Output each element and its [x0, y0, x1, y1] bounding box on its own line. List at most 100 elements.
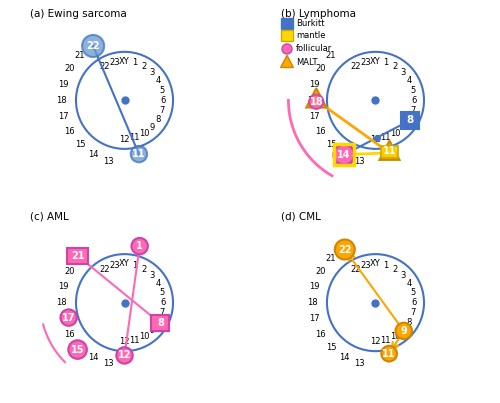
Text: 22: 22	[351, 264, 362, 274]
Text: 4: 4	[406, 77, 412, 85]
Text: 1: 1	[383, 261, 388, 270]
FancyBboxPatch shape	[68, 247, 87, 264]
Text: 19: 19	[58, 282, 69, 291]
Text: 2: 2	[392, 62, 398, 71]
Text: 23: 23	[109, 58, 120, 67]
Text: XY: XY	[370, 259, 381, 268]
Text: 11: 11	[380, 133, 391, 142]
Text: 16: 16	[316, 127, 326, 136]
Text: 6: 6	[160, 96, 166, 105]
Text: 18: 18	[307, 298, 318, 307]
Text: 12: 12	[370, 337, 380, 346]
Circle shape	[396, 323, 412, 339]
Text: 15: 15	[326, 343, 336, 352]
Text: 14: 14	[88, 353, 98, 362]
Text: 19: 19	[58, 79, 69, 89]
FancyBboxPatch shape	[282, 18, 292, 29]
Text: 3: 3	[150, 271, 154, 280]
Text: 18: 18	[56, 96, 66, 105]
Text: 17: 17	[62, 313, 76, 323]
Polygon shape	[280, 55, 293, 68]
Text: 11: 11	[380, 336, 391, 345]
Text: XY: XY	[119, 57, 130, 66]
Text: 21: 21	[74, 253, 85, 262]
Circle shape	[60, 310, 77, 326]
Text: 12: 12	[120, 135, 130, 144]
Text: 17: 17	[58, 112, 69, 121]
Text: 3: 3	[150, 69, 154, 77]
Text: 21: 21	[326, 51, 336, 60]
Text: 12: 12	[120, 337, 130, 346]
Circle shape	[68, 340, 87, 359]
Text: 10: 10	[138, 129, 149, 139]
Text: 2: 2	[142, 264, 146, 274]
Text: 22: 22	[100, 264, 110, 274]
Text: 8: 8	[406, 318, 412, 326]
Text: 9: 9	[400, 326, 407, 336]
Text: 9: 9	[150, 326, 154, 334]
Text: 21: 21	[326, 253, 336, 262]
Text: 14: 14	[338, 150, 351, 160]
Text: 4: 4	[406, 279, 412, 288]
Polygon shape	[306, 88, 326, 108]
Circle shape	[130, 146, 147, 162]
Text: 3: 3	[400, 69, 406, 77]
Text: 23: 23	[360, 261, 371, 270]
Text: 5: 5	[410, 86, 416, 95]
Text: 7: 7	[160, 106, 164, 115]
Text: 18: 18	[307, 96, 318, 105]
Text: 23: 23	[360, 58, 371, 67]
Text: XY: XY	[119, 259, 130, 268]
Text: 18: 18	[310, 97, 323, 107]
Text: 14: 14	[338, 353, 349, 362]
Text: 19: 19	[310, 282, 320, 291]
Text: 9: 9	[400, 123, 406, 132]
Text: 14: 14	[338, 150, 349, 160]
Text: 13: 13	[354, 359, 364, 368]
Circle shape	[282, 44, 292, 54]
Text: 13: 13	[103, 359, 114, 368]
Text: 6: 6	[412, 96, 417, 105]
Text: 22: 22	[351, 62, 362, 71]
Text: 16: 16	[316, 330, 326, 339]
Text: 14: 14	[88, 150, 98, 160]
Text: 15: 15	[71, 345, 85, 355]
Text: (b) Lymphoma: (b) Lymphoma	[282, 9, 356, 19]
Text: 4: 4	[156, 279, 161, 288]
Text: (c) AML: (c) AML	[30, 211, 69, 221]
Text: 21: 21	[71, 251, 85, 261]
Text: 20: 20	[64, 64, 75, 73]
Text: 20: 20	[64, 267, 75, 276]
Text: 1: 1	[136, 241, 143, 251]
Text: 12: 12	[118, 351, 132, 360]
Text: 13: 13	[103, 157, 114, 166]
Text: 11: 11	[382, 349, 396, 359]
Text: (a) Ewing sarcoma: (a) Ewing sarcoma	[30, 9, 127, 19]
Text: 8: 8	[406, 115, 412, 124]
Text: 17: 17	[58, 314, 69, 324]
Text: 20: 20	[316, 267, 326, 276]
Text: 15: 15	[326, 141, 336, 150]
Text: 7: 7	[160, 308, 164, 317]
Text: 15: 15	[74, 343, 85, 352]
Text: 12: 12	[370, 135, 380, 144]
Text: 1: 1	[383, 58, 388, 67]
Circle shape	[309, 95, 324, 109]
Text: 2: 2	[142, 62, 146, 71]
Text: 16: 16	[64, 127, 75, 136]
Text: 11: 11	[130, 336, 140, 345]
Text: 22: 22	[86, 41, 100, 51]
Text: 22: 22	[338, 245, 351, 255]
Text: 5: 5	[160, 288, 164, 297]
Polygon shape	[380, 141, 400, 160]
Text: 5: 5	[410, 288, 416, 297]
FancyBboxPatch shape	[282, 30, 292, 41]
Text: 9: 9	[400, 326, 406, 334]
Text: 13: 13	[354, 157, 364, 166]
Text: 23: 23	[109, 261, 120, 270]
Text: mantle: mantle	[296, 31, 326, 40]
Text: 5: 5	[160, 86, 164, 95]
Text: 16: 16	[64, 330, 75, 339]
Text: 1: 1	[132, 261, 137, 270]
Text: 19: 19	[310, 79, 320, 89]
